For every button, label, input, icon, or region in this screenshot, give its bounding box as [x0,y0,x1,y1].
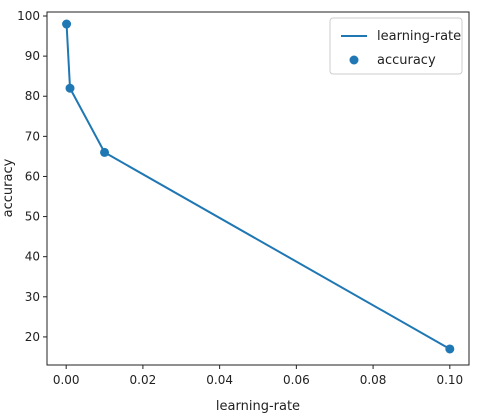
x-axis-label: learning-rate [216,399,300,414]
marks-layer [62,19,455,354]
x-tick-label: 0.00 [53,373,80,387]
accuracy-point [445,344,455,354]
y-tick-label: 100 [17,9,40,23]
x-tick-label: 0.04 [206,373,233,387]
x-tick-label: 0.08 [360,373,387,387]
accuracy-point [62,19,72,29]
y-tick-label: 70 [25,129,40,143]
series-line-learning-rate [65,23,451,350]
legend-box [329,17,463,75]
y-tick-label: 90 [25,49,40,63]
x-tick-label: 0.10 [436,373,463,387]
y-tick-label: 40 [25,250,40,264]
legend-marker-swatch [349,55,359,65]
x-tick-label: 0.02 [130,373,157,387]
accuracy-point [65,83,75,93]
y-tick-label: 30 [25,290,40,304]
y-tick-label: 20 [25,330,40,344]
y-tick-label: 60 [25,169,40,183]
legend-entry-learning-rate: learning-rate [377,29,461,44]
y-tick-label: 50 [25,210,40,224]
y-tick-label: 80 [25,89,40,103]
accuracy-point [100,147,110,157]
ticks-layer: 0.00 0.02 0.04 0.06 0.08 0.10 20 30 40 50 60 70 80 90… [17,9,463,387]
y-axis-label: accuracy [1,158,16,217]
legend: learning-rate accuracy [329,17,463,75]
legend-entry-accuracy: accuracy [377,53,436,68]
x-tick-label: 0.06 [283,373,310,387]
